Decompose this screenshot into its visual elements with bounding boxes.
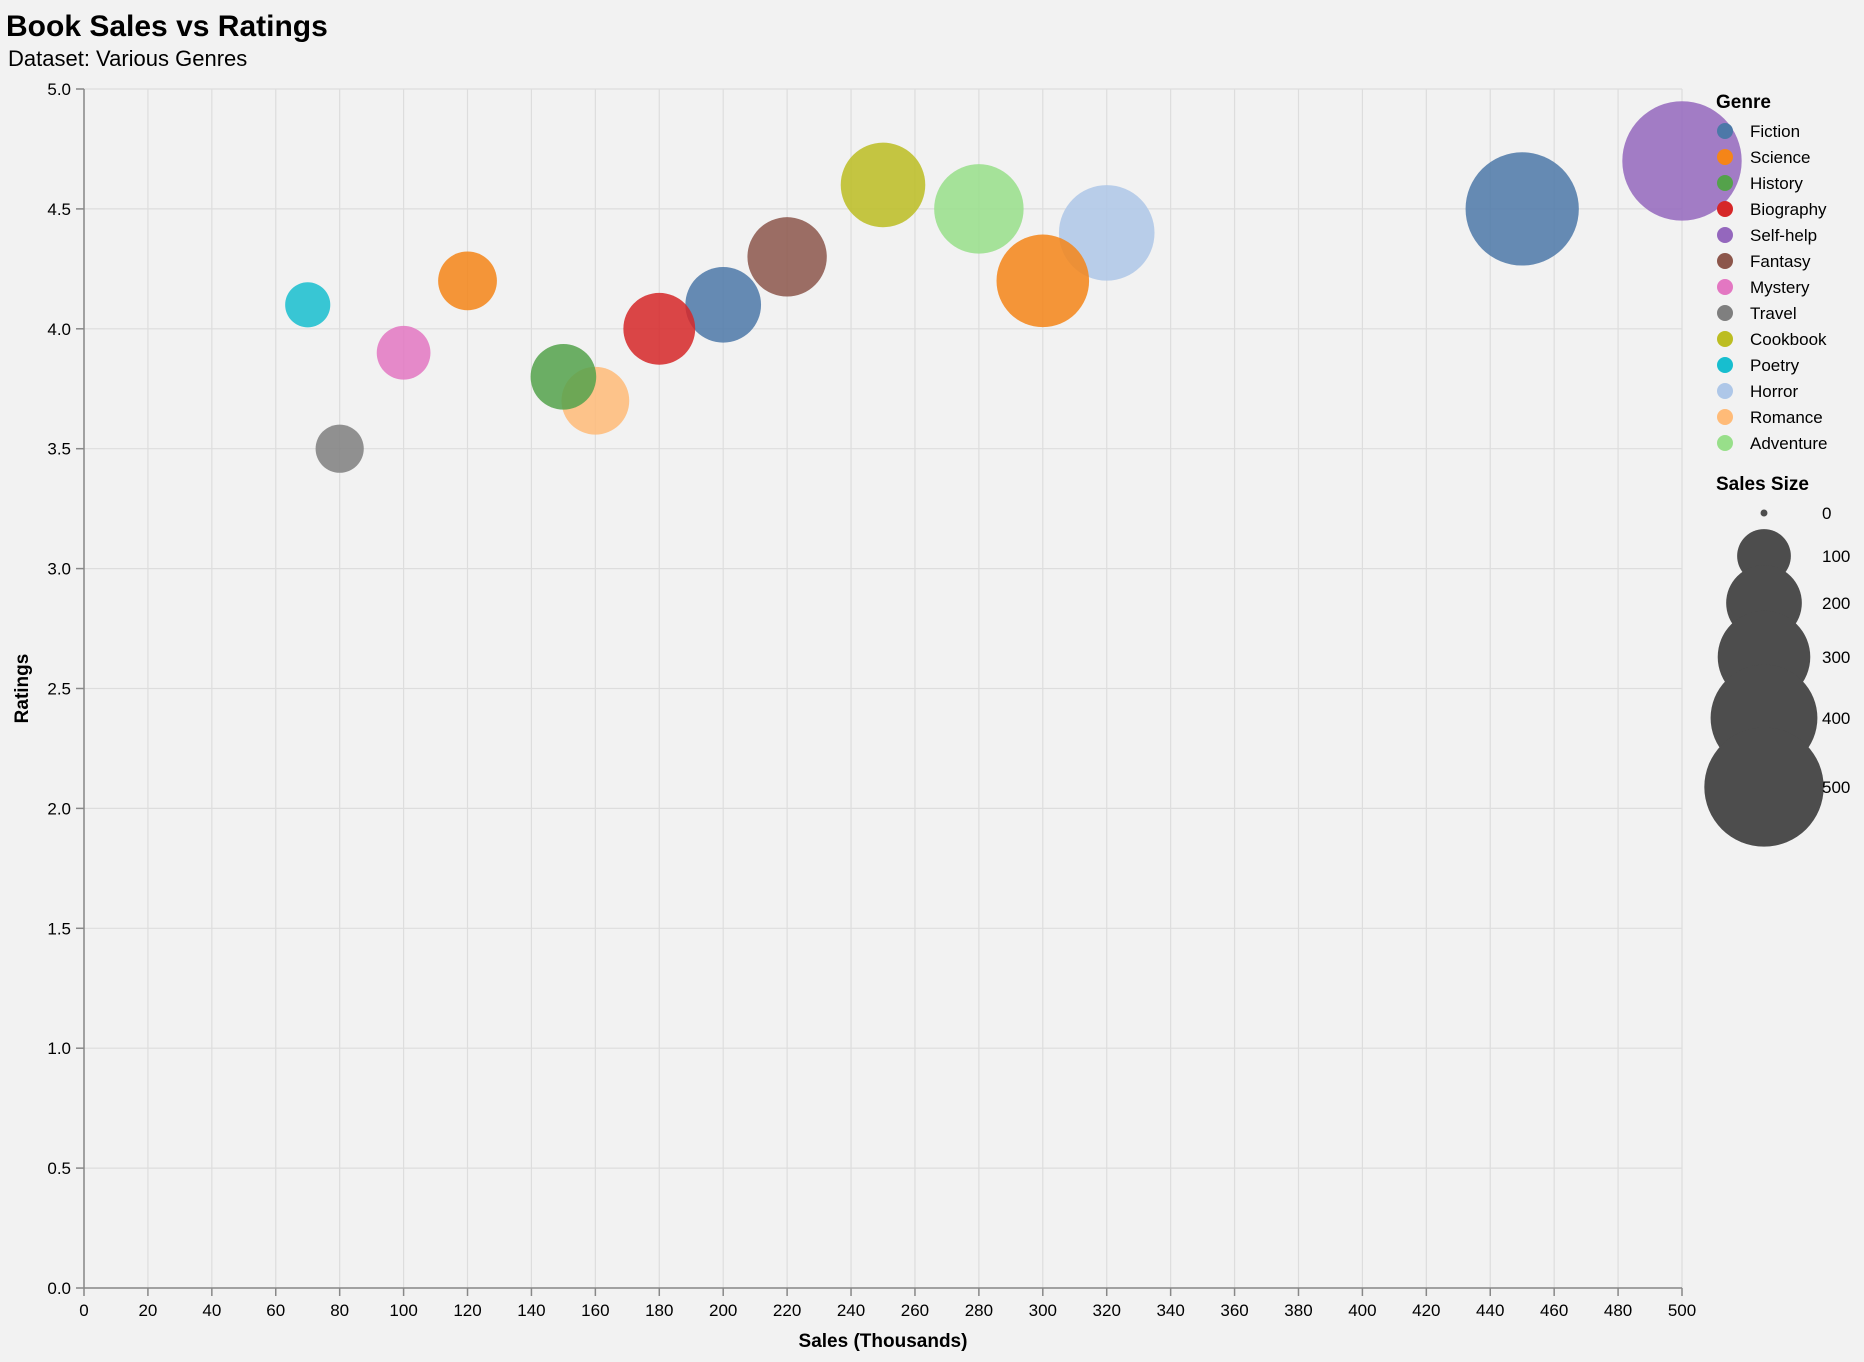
x-tick-label: 400 [1348,1301,1376,1320]
y-tick-label: 3.0 [47,560,71,579]
x-tick-label: 100 [389,1301,417,1320]
legend-label-horror: Horror [1750,382,1799,401]
x-tick-label: 460 [1540,1301,1568,1320]
legend-swatch-poetry [1717,357,1733,373]
y-tick-label: 4.5 [47,200,71,219]
grid [83,88,1683,1289]
chart-title: Book Sales vs Ratings [6,10,328,43]
legend-swatch-history [1717,175,1733,191]
x-tick-label: 360 [1220,1301,1248,1320]
bubble-science: Science [996,234,1090,328]
size-legend-label: 100 [1822,547,1850,566]
x-axis-title: Sales (Thousands) [799,1331,968,1352]
legend-swatch-romance [1717,409,1733,425]
y-tick-label: 2.5 [47,680,71,699]
y-tick-label: 3.5 [47,440,71,459]
x-tick-label: 300 [1029,1301,1057,1320]
x-tick-label: 40 [202,1301,221,1320]
bubble-fiction: Fiction [1465,152,1579,266]
bubble-cookbook: Cookbook [840,142,926,228]
genre-legend-title: Genre [1716,92,1771,113]
y-tick-label: 4.0 [47,320,71,339]
x-tick-label: 20 [138,1301,157,1320]
x-tick-label: 340 [1156,1301,1184,1320]
legend-label-history: History [1750,174,1803,193]
legend-swatch-science [1717,149,1733,165]
chart-subtitle: Dataset: Various Genres [8,46,247,71]
legend-label-romance: Romance [1750,408,1823,427]
bubble-history: History [530,343,597,410]
legend-swatch-self-help [1717,227,1733,243]
x-tick-label: 380 [1284,1301,1312,1320]
size-legend-label: 0 [1822,504,1831,523]
legend-swatch-fiction [1717,123,1733,139]
y-tick-label: 1.0 [47,1039,71,1058]
legend: Genre Fiction Science History Biography Self-… [1704,92,1850,847]
x-tick-label: 200 [709,1301,737,1320]
x-tick-label: 240 [837,1301,865,1320]
legend-swatch-travel [1717,305,1733,321]
bubble-poetry: Poetry [285,282,331,328]
legend-label-biography: Biography [1750,200,1827,219]
size-legend-label: 200 [1822,594,1850,613]
x-tick-label: 320 [1093,1301,1121,1320]
legend-label-self-help: Self-help [1750,226,1817,245]
x-tick-label: 420 [1412,1301,1440,1320]
bubble-horror: Horror [1058,185,1155,281]
y-tick-label: 0.0 [47,1279,71,1298]
y-tick-label: 5.0 [47,80,71,99]
legend-label-fiction: Fiction [1750,122,1800,141]
x-tick-label: 140 [517,1301,545,1320]
legend-label-mystery: Mystery [1750,278,1810,297]
size-legend-circle [1704,727,1824,847]
y-tick-label: 1.5 [47,919,71,938]
x-tick-label: 260 [901,1301,929,1320]
legend-swatch-cookbook [1717,331,1733,347]
x-tick-label: 500 [1668,1301,1696,1320]
legend-label-travel: Travel [1750,304,1797,323]
x-tick-label: 440 [1476,1301,1504,1320]
legend-label-fantasy: Fantasy [1750,252,1811,271]
data-points: Self-helpFictionHorrorScienceAdventureCo… [285,101,1742,473]
legend-label-cookbook: Cookbook [1750,330,1827,349]
y-axis-title: Ratings [12,654,33,724]
bubble-mystery: Mystery [376,325,431,380]
size-legend-label: 400 [1822,709,1850,728]
x-tick-label: 60 [266,1301,285,1320]
legend-swatch-fantasy [1717,253,1733,269]
size-legend-label: 500 [1822,778,1850,797]
legend-swatch-mystery [1717,279,1733,295]
legend-label-poetry: Poetry [1750,356,1800,375]
size-legend-circle [1760,509,1768,517]
legend-label-science: Science [1750,148,1810,167]
x-tick-label: 120 [453,1301,481,1320]
bubble-science: Science [438,251,497,311]
x-tick-label: 180 [645,1301,673,1320]
size-legend-title: Sales Size [1716,474,1809,495]
legend-swatch-horror [1717,383,1733,399]
bubble-biography: Biography [623,292,696,365]
x-tick-label: 220 [773,1301,801,1320]
bubble-travel: Travel [315,424,364,473]
bubble-fantasy: Fantasy [747,217,827,297]
axes: 0 20 40 60 80 100 120 140 160 180 200 220 240 260 280 3… [47,80,1696,1320]
y-tick-label: 0.5 [47,1159,71,1178]
bubble-adventure: Adventure [934,164,1024,254]
bubble-fiction: Fiction [685,266,762,343]
size-legend-label: 300 [1822,648,1850,667]
x-tick-label: 0 [79,1301,88,1320]
bubble-self-help: Self-help [1622,101,1742,221]
x-tick-label: 160 [581,1301,609,1320]
y-tick-label: 2.0 [47,799,71,818]
x-tick-label: 480 [1604,1301,1632,1320]
x-tick-label: 80 [330,1301,349,1320]
legend-swatch-adventure [1717,435,1733,451]
x-tick-label: 280 [965,1301,993,1320]
legend-label-adventure: Adventure [1750,434,1828,453]
legend-swatch-biography [1717,201,1733,217]
